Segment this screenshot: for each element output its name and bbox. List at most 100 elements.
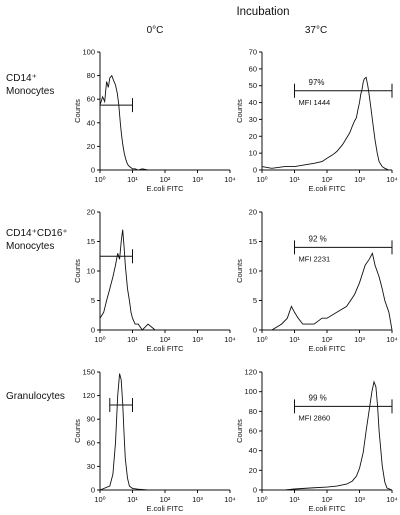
row-label-cd14-cd16: CD14⁺CD16⁺ Monocytes xyxy=(6,228,68,252)
histogram-panel-3: 10⁰ 10¹ 10² 10³ 10⁴ 0 5 10 15 20 E.coli FITC Counts… xyxy=(235,208,398,354)
histogram-series xyxy=(262,380,393,491)
y-tick-label: 80 xyxy=(87,71,95,80)
x-tick-label: 10¹ xyxy=(127,335,138,344)
x-tick-label: 10⁴ xyxy=(386,335,398,344)
y-tick-label: 0 xyxy=(253,166,257,175)
x-axis-label: E.coli FITC xyxy=(308,184,346,193)
x-tick-label: 10¹ xyxy=(127,175,138,184)
y-tick-label: 120 xyxy=(244,368,257,377)
histogram-panel-5: 10⁰ 10¹ 10² 10³ 10⁴ 0 20 40 60 80 100 120 E.coli FIT… xyxy=(235,368,398,514)
y-tick-label: 60 xyxy=(87,438,95,447)
y-tick-label: 5 xyxy=(253,296,257,305)
y-tick-label: 60 xyxy=(249,64,257,73)
y-tick-label: 10 xyxy=(87,267,95,276)
row-label-line: CD14⁺CD16⁺ xyxy=(6,228,68,239)
y-tick-label: 70 xyxy=(249,48,257,57)
x-tick-label: 10² xyxy=(322,175,333,184)
histogram-series xyxy=(262,252,393,331)
histogram-panel-0: 10⁰ 10¹ 10² 10³ 10⁴ 0 20 40 60 80 100 E.coli FITC Co… xyxy=(73,48,236,194)
y-tick-label: 15 xyxy=(249,237,257,246)
row-label-granulocytes: Granulocytes xyxy=(6,391,65,402)
x-tick-label: 10² xyxy=(160,495,171,504)
x-axis-label: E.coli FITC xyxy=(308,344,346,353)
y-tick-label: 20 xyxy=(249,466,257,475)
y-tick-label: 40 xyxy=(249,446,257,455)
y-tick-label: 150 xyxy=(82,368,95,377)
x-tick-label: 10⁰ xyxy=(256,335,267,344)
gate-mfi-label: MFI 1444 xyxy=(299,98,331,107)
x-tick-label: 10³ xyxy=(354,335,365,344)
gate-percent-label: 92 % xyxy=(309,234,327,243)
x-tick-label: 10³ xyxy=(192,335,203,344)
x-tick-label: 10² xyxy=(322,495,333,504)
x-tick-label: 10⁴ xyxy=(386,175,398,184)
x-tick-label: 10⁰ xyxy=(94,335,105,344)
y-tick-label: 60 xyxy=(249,427,257,436)
y-tick-label: 80 xyxy=(249,407,257,416)
x-tick-label: 10⁴ xyxy=(224,495,236,504)
y-axis-label: Counts xyxy=(73,419,82,443)
row-label-cd14: CD14⁺ Monocytes xyxy=(6,73,54,97)
y-tick-label: 90 xyxy=(87,415,95,424)
x-tick-label: 10³ xyxy=(354,175,365,184)
x-tick-label: 10¹ xyxy=(289,175,300,184)
y-tick-label: 100 xyxy=(244,387,257,396)
y-tick-label: 120 xyxy=(82,391,95,400)
y-tick-label: 20 xyxy=(87,208,95,217)
x-tick-label: 10³ xyxy=(192,495,203,504)
x-tick-label: 10³ xyxy=(192,175,203,184)
row-label-line: Monocytes xyxy=(6,241,54,252)
y-axis-label: Counts xyxy=(73,259,82,283)
x-tick-label: 10² xyxy=(160,175,171,184)
x-tick-label: 10³ xyxy=(354,495,365,504)
x-tick-label: 10² xyxy=(160,335,171,344)
y-axis-label: Counts xyxy=(235,419,244,443)
figure-title: Incubation xyxy=(236,6,289,18)
y-tick-label: 30 xyxy=(249,115,257,124)
gate-mfi-label: MFI 2860 xyxy=(299,413,331,422)
x-axis-label: E.coli FITC xyxy=(146,504,184,513)
gate-percent-label: 97% xyxy=(309,78,325,87)
row-label-line: Monocytes xyxy=(6,86,54,97)
x-axis-label: E.coli FITC xyxy=(308,504,346,513)
x-tick-label: 10⁴ xyxy=(224,335,236,344)
gate-percent-label: 99 % xyxy=(309,393,327,402)
y-tick-label: 50 xyxy=(249,81,257,90)
y-tick-label: 0 xyxy=(91,326,95,335)
column-header-37c: 37°C xyxy=(305,25,327,36)
y-tick-label: 10 xyxy=(249,149,257,158)
x-tick-label: 10² xyxy=(322,335,333,344)
y-tick-label: 0 xyxy=(91,486,95,495)
y-axis-label: Counts xyxy=(235,259,244,283)
y-tick-label: 30 xyxy=(87,462,95,471)
y-tick-label: 20 xyxy=(249,208,257,217)
histogram-panel-1: 10⁰ 10¹ 10² 10³ 10⁴ 0 10 20 30 40 50 60 70 E.coli FIT… xyxy=(235,48,398,194)
x-tick-label: 10¹ xyxy=(289,335,300,344)
y-tick-label: 0 xyxy=(91,166,95,175)
y-tick-label: 20 xyxy=(87,142,95,151)
histogram-series xyxy=(261,76,392,171)
row-label-line: Granulocytes xyxy=(6,391,65,402)
y-tick-label: 100 xyxy=(82,48,95,57)
gate-mfi-label: MFI 2231 xyxy=(299,254,331,263)
x-axis-label: E.coli FITC xyxy=(146,344,184,353)
y-tick-label: 60 xyxy=(87,95,95,104)
y-tick-label: 40 xyxy=(87,118,95,127)
y-tick-label: 0 xyxy=(253,486,257,495)
x-tick-label: 10⁰ xyxy=(256,175,267,184)
histogram-series xyxy=(99,373,230,491)
y-tick-label: 0 xyxy=(253,326,257,335)
y-tick-label: 5 xyxy=(91,296,95,305)
x-tick-label: 10¹ xyxy=(127,495,138,504)
y-axis-label: Counts xyxy=(235,99,244,123)
x-tick-label: 10⁴ xyxy=(224,175,236,184)
y-axis-label: Counts xyxy=(73,99,82,123)
y-tick-label: 20 xyxy=(249,132,257,141)
histogram-panel-4: 10⁰ 10¹ 10² 10³ 10⁴ 0 30 60 90 120 150 E.coli FITC C… xyxy=(73,368,236,514)
x-tick-label: 10¹ xyxy=(289,495,300,504)
row-label-line: CD14⁺ xyxy=(6,73,37,84)
x-axis-label: E.coli FITC xyxy=(146,184,184,193)
y-tick-label: 40 xyxy=(249,98,257,107)
